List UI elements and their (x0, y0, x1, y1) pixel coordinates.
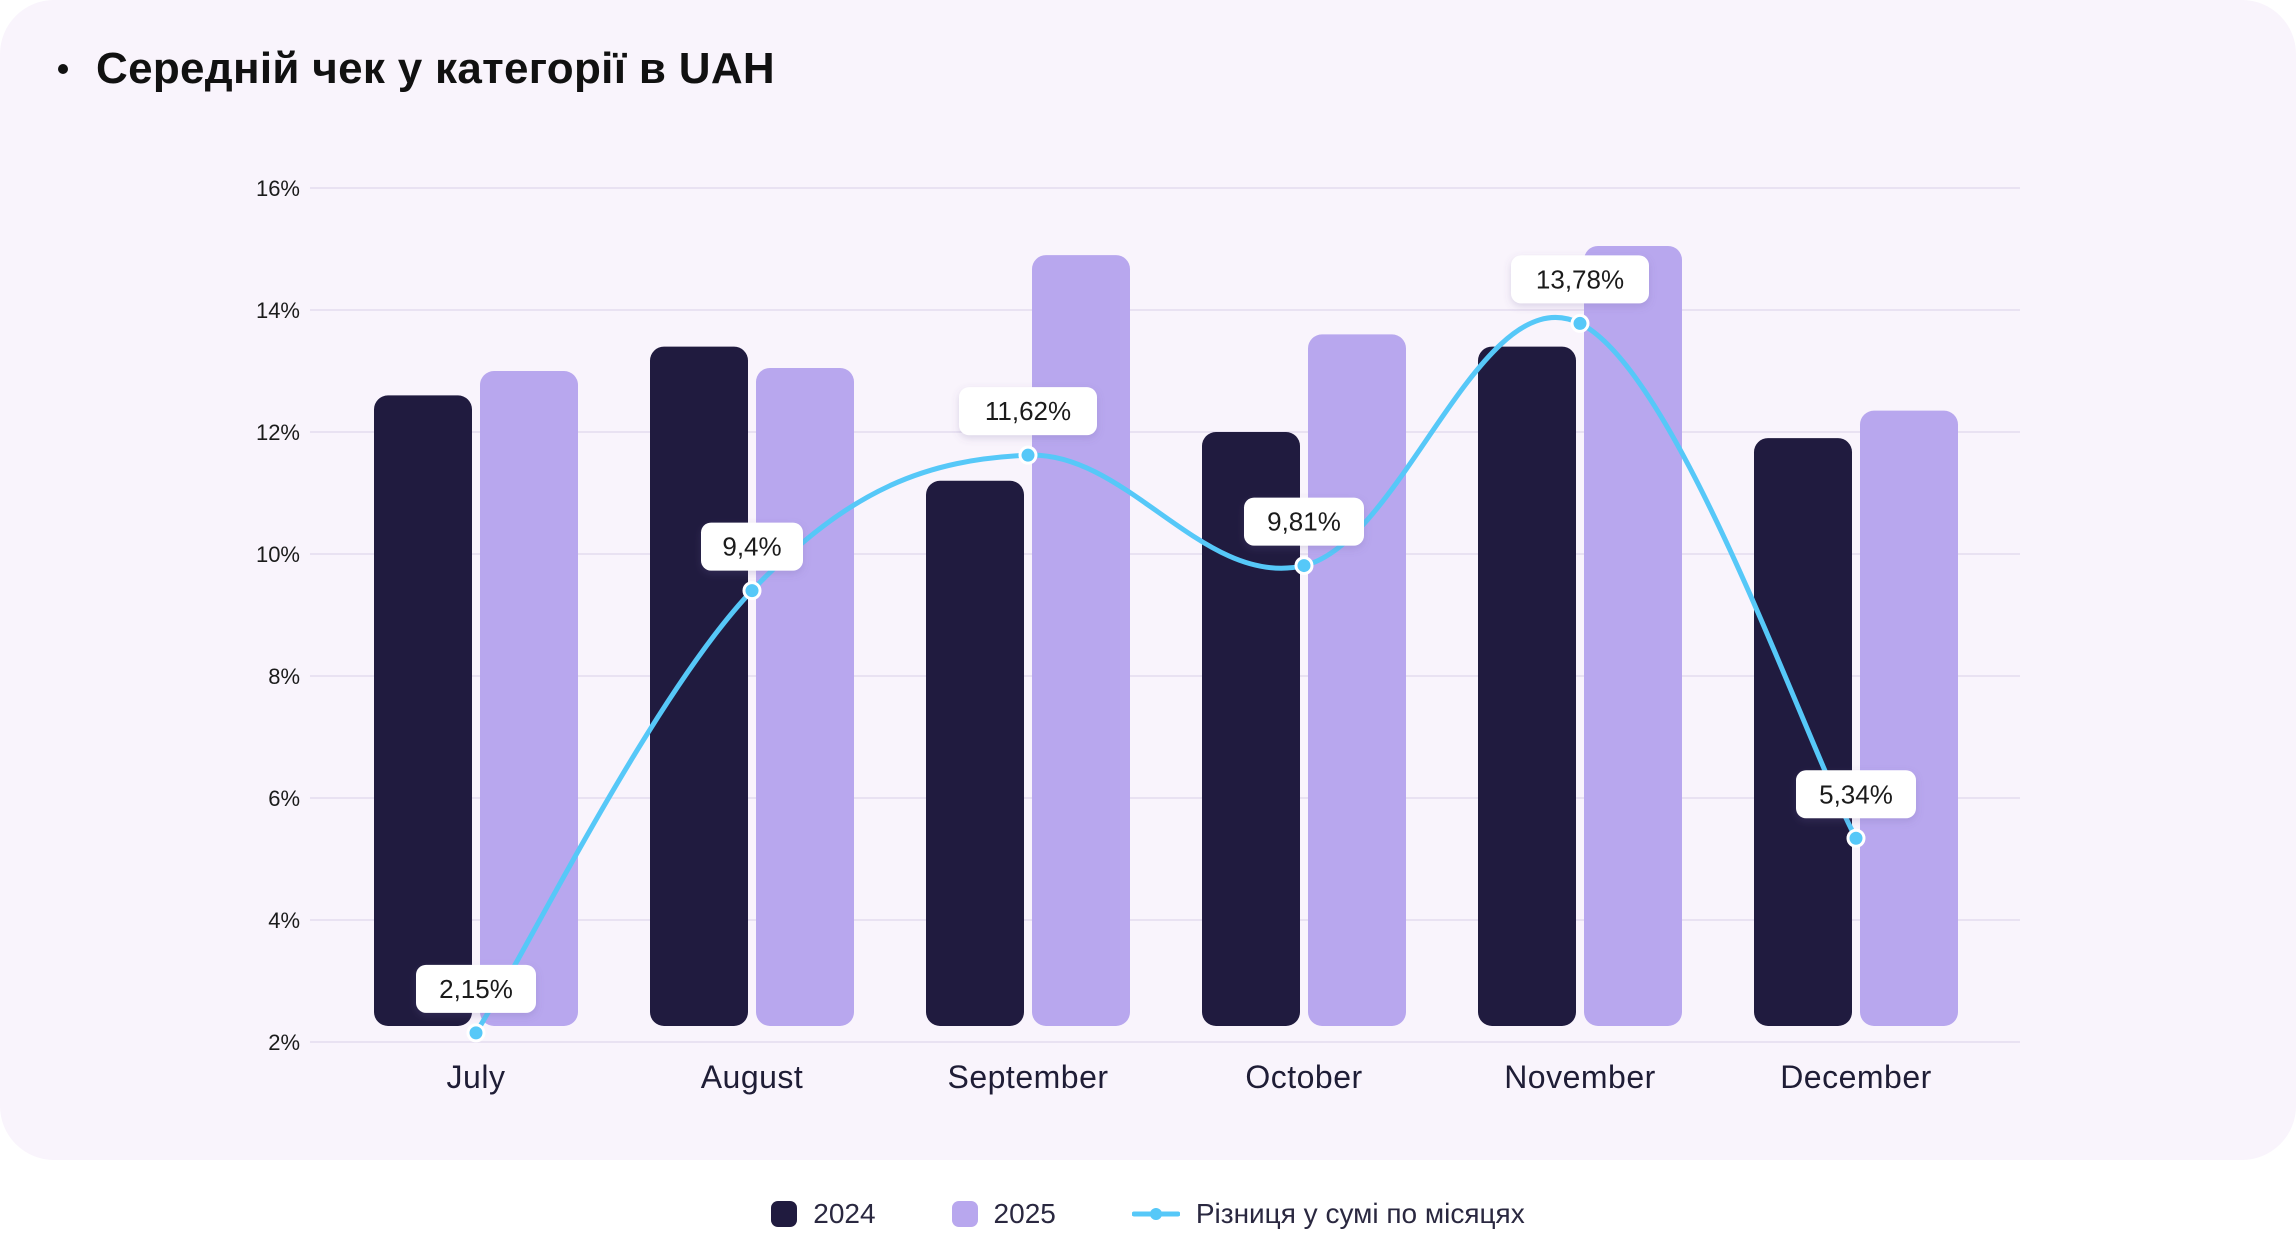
bar-2025 (756, 367, 854, 1026)
line-point (1846, 828, 1866, 848)
bar-2024 (374, 395, 472, 1026)
data-label: 13,78% (1536, 264, 1624, 294)
bar-2024 (1202, 432, 1300, 1026)
legend-item-2024[interactable]: 2024 (771, 1198, 876, 1230)
y-tick-label: 16% (256, 176, 300, 201)
bar-2024 (1754, 438, 1852, 1027)
x-tick-label: November (1504, 1059, 1656, 1095)
bullet-icon (58, 64, 68, 74)
bar-line-chart: 2% 4% 6% 8% 10% 12% 14% 16% July August September O… (256, 176, 2020, 1095)
data-label: 2,15% (439, 974, 513, 1004)
data-label-box (416, 964, 536, 1013)
y-tick-label: 4% (268, 908, 300, 933)
data-label-box (1244, 497, 1364, 546)
y-tick-label: 10% (256, 542, 300, 567)
bar-2024 (926, 480, 1024, 1026)
y-tick-label: 8% (268, 664, 300, 689)
chart-legend: 2024 2025 Різниця у сумі по місяцях (0, 1198, 2296, 1230)
y-tick-label: 2% (268, 1030, 300, 1055)
y-tick-label: 12% (256, 420, 300, 445)
x-tick-label: August (701, 1059, 804, 1095)
line-point (466, 1023, 486, 1043)
x-tick-label: December (1780, 1059, 1932, 1095)
x-tick-label: October (1245, 1059, 1362, 1095)
x-tick-label: July (447, 1059, 506, 1095)
legend-item-2025[interactable]: 2025 (951, 1198, 1056, 1230)
data-label-box (1511, 255, 1649, 304)
legend-label-difference: Різниця у сумі по місяцях (1195, 1198, 1525, 1229)
chart-title: Середній чек у категорії в UAH (96, 44, 775, 93)
line-point (742, 581, 762, 601)
data-label: 11,62% (985, 396, 1071, 426)
x-tick-label: September (947, 1059, 1108, 1095)
legend-swatch-2024 (771, 1201, 798, 1227)
legend-label-2024: 2024 (813, 1198, 876, 1229)
bar-2024 (1478, 346, 1576, 1027)
bar-2025 (480, 371, 578, 1026)
bar-2025 (1308, 334, 1406, 1026)
legend-line-icon (1131, 1204, 1180, 1224)
line-point (1018, 445, 1038, 465)
legend-swatch-2025 (951, 1201, 978, 1227)
data-label: 9,4% (722, 532, 781, 562)
difference-line (473, 314, 1859, 1036)
legend-item-difference[interactable]: Різниця у сумі по місяцях (1131, 1198, 1525, 1230)
data-label: 9,81% (1267, 507, 1341, 537)
bar-2025 (1584, 245, 1682, 1026)
bar-2025 (1032, 255, 1130, 1027)
chart-title-row: Середній чек у категорії в UAH (58, 44, 775, 94)
data-label: 5,34% (1819, 779, 1893, 809)
line-point (1570, 313, 1590, 333)
data-label-box (959, 387, 1097, 436)
bar-2024 (650, 346, 748, 1027)
data-label-box (701, 522, 803, 571)
legend-label-2025: 2025 (993, 1198, 1056, 1229)
y-tick-label: 14% (256, 298, 300, 323)
y-tick-label: 6% (268, 786, 300, 811)
bar-2025 (1860, 410, 1958, 1026)
line-point (1294, 556, 1314, 576)
data-label-box (1796, 770, 1916, 819)
